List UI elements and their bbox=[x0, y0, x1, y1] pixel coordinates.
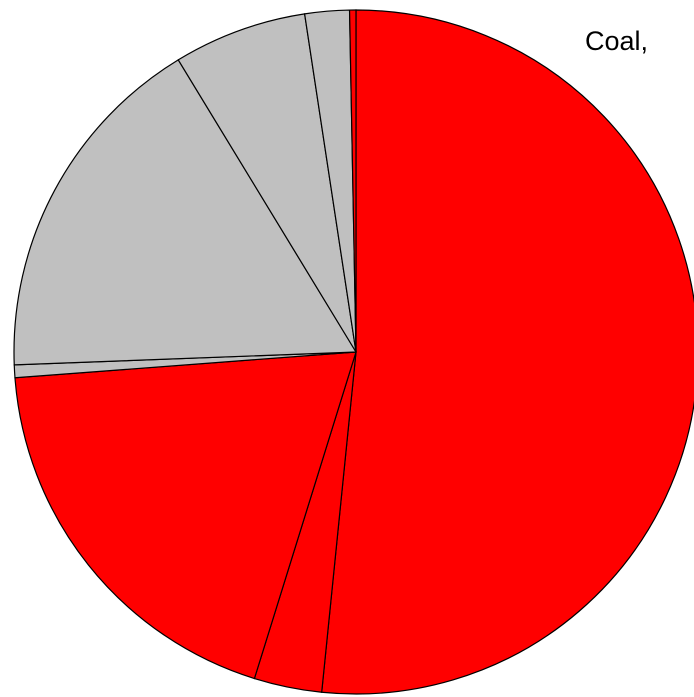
pie-slice-6 bbox=[177, 13, 357, 353]
annotation-label: Coal, bbox=[585, 26, 648, 56]
pie-slice-8 bbox=[348, 9, 357, 353]
pie-slice-1 bbox=[321, 9, 694, 695]
pie-slice-3 bbox=[14, 351, 357, 680]
pie-slices bbox=[13, 9, 694, 695]
pie-slice-5 bbox=[13, 59, 358, 366]
